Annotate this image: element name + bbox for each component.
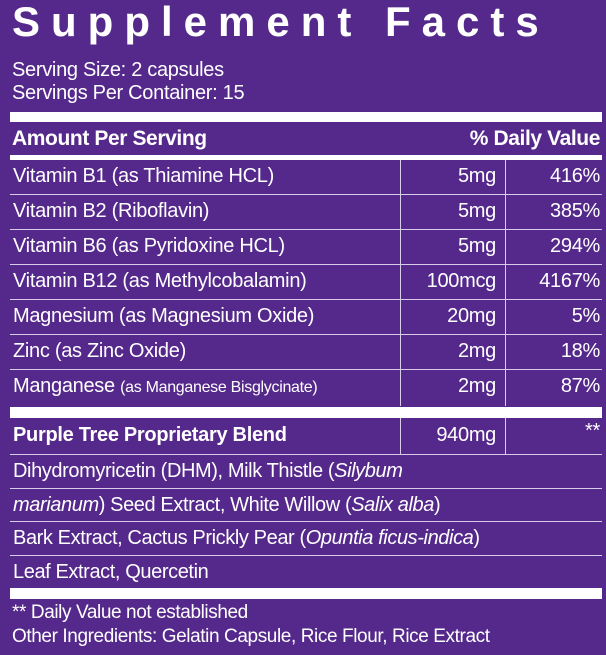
serving-size: Serving Size: 2 capsules	[12, 59, 224, 81]
daily-value-header: % Daily Value	[469, 127, 601, 150]
nutrient-label: Zinc (as Zinc Oxide)	[13, 340, 186, 362]
nutrient-label: Magnesium (as Magnesium Oxide)	[13, 305, 315, 327]
blend-name: Purple Tree Proprietary Blend	[13, 424, 287, 446]
column-divider	[505, 160, 506, 406]
nutrient-dv: 416%	[550, 165, 600, 187]
nutrient-source: (as Manganese Bisglycinate)	[120, 379, 318, 396]
nutrient-label: Vitamin B12 (as Methylcobalamin)	[13, 270, 307, 292]
nutrient-dv: 4167%	[539, 270, 600, 292]
row-divider	[10, 555, 602, 556]
nutrient-row: Vitamin B6 (as Pyridoxine HCL) 5mg 294%	[10, 230, 602, 264]
nutrient-amount: 5mg	[457, 165, 496, 187]
nutrient-label: Vitamin B2 (Riboflavin)	[13, 200, 210, 222]
blend-row: Purple Tree Proprietary Blend 940mg **	[10, 419, 602, 453]
nutrient-name: Vitamin B12 (as Methylcobalamin)	[13, 270, 307, 293]
column-divider	[400, 160, 401, 406]
nutrient-amount: 20mg	[447, 305, 496, 327]
row-divider	[10, 334, 602, 335]
nutrient-label: Vitamin B1 (as Thiamine HCL)	[13, 165, 274, 187]
nutrient-dv: 18%	[560, 340, 600, 362]
nutrient-name: Manganese (as Manganese Bisglycinate)	[13, 375, 318, 398]
servings-per-container: Servings Per Container: 15	[12, 82, 245, 104]
ingredient-text: Bark Extract, Cactus Prickly Pear (	[13, 527, 306, 549]
ingredient-latin: Salix alba	[351, 494, 434, 516]
medium-divider	[10, 155, 602, 160]
nutrient-dv: 385%	[550, 200, 600, 222]
row-divider	[10, 369, 602, 370]
blend-ingredients-line: Dihydromyricetin (DHM), Milk Thistle (Si…	[13, 460, 403, 483]
nutrient-name: Vitamin B1 (as Thiamine HCL)	[13, 165, 274, 188]
thick-divider	[10, 112, 602, 122]
row-divider	[10, 299, 602, 300]
nutrient-name: Vitamin B6 (as Pyridoxine HCL)	[13, 235, 285, 258]
blend-amount: 940mg	[436, 424, 496, 446]
nutrient-amount: 2mg	[457, 340, 496, 362]
row-divider	[10, 194, 602, 195]
blend-ingredients-line: marianum) Seed Extract, White Willow (Sa…	[13, 494, 441, 517]
nutrient-row: Vitamin B2 (Riboflavin) 5mg 385%	[10, 195, 602, 229]
nutrient-row: Vitamin B1 (as Thiamine HCL) 5mg 416%	[10, 160, 602, 194]
row-divider	[10, 488, 602, 489]
nutrient-dv: 294%	[550, 235, 600, 257]
nutrient-amount: 5mg	[457, 200, 496, 222]
nutrient-label: Manganese	[13, 375, 115, 397]
row-divider	[10, 229, 602, 230]
ingredient-text: )	[473, 527, 480, 549]
thick-divider	[10, 407, 602, 418]
nutrient-amount: 100mcg	[426, 270, 497, 292]
ingredient-text: )	[433, 494, 441, 516]
ingredient-text: Dihydromyricetin (DHM), Milk Thistle (	[13, 460, 335, 482]
nutrient-amount: 2mg	[457, 375, 496, 397]
nutrient-row: Zinc (as Zinc Oxide) 2mg 18%	[10, 335, 602, 369]
nutrient-name: Zinc (as Zinc Oxide)	[13, 340, 186, 363]
blend-ingredients-line: Leaf Extract, Quercetin	[13, 561, 209, 584]
nutrient-name: Magnesium (as Magnesium Oxide)	[13, 305, 314, 328]
column-divider	[505, 418, 506, 454]
amount-per-serving-header: Amount Per Serving	[12, 127, 207, 150]
thick-divider	[10, 588, 602, 599]
row-divider	[10, 521, 602, 522]
ingredient-latin: Silybum	[334, 460, 403, 482]
panel-title: Supplement Facts	[12, 0, 550, 45]
nutrient-dv: 5%	[571, 305, 601, 327]
nutrient-amount: 5mg	[457, 235, 496, 257]
nutrient-dv: 87%	[560, 375, 600, 397]
blend-ingredients-line: Bark Extract, Cactus Prickly Pear (Opunt…	[13, 527, 480, 550]
nutrient-name: Vitamin B2 (Riboflavin)	[13, 200, 209, 223]
ingredient-latin: marianum	[13, 494, 99, 516]
ingredient-text: Leaf Extract, Quercetin	[13, 561, 209, 583]
ingredient-latin: Opuntia ficus-indica	[305, 527, 474, 549]
nutrient-row: Magnesium (as Magnesium Oxide) 20mg 5%	[10, 300, 602, 334]
other-ingredients: Other Ingredients: Gelatin Capsule, Rice…	[12, 626, 490, 647]
blend-dv: **	[585, 420, 600, 442]
column-divider	[400, 418, 401, 454]
nutrient-row: Manganese (as Manganese Bisglycinate) 2mg…	[10, 370, 602, 404]
footnote: ** Daily Value not established	[12, 602, 248, 623]
nutrient-row: Vitamin B12 (as Methylcobalamin) 100mcg 41…	[10, 265, 602, 299]
row-divider	[10, 454, 602, 455]
ingredient-text: ) Seed Extract, White Willow (	[98, 494, 352, 516]
nutrient-label: Vitamin B6 (as Pyridoxine HCL)	[13, 235, 285, 257]
row-divider	[10, 264, 602, 265]
